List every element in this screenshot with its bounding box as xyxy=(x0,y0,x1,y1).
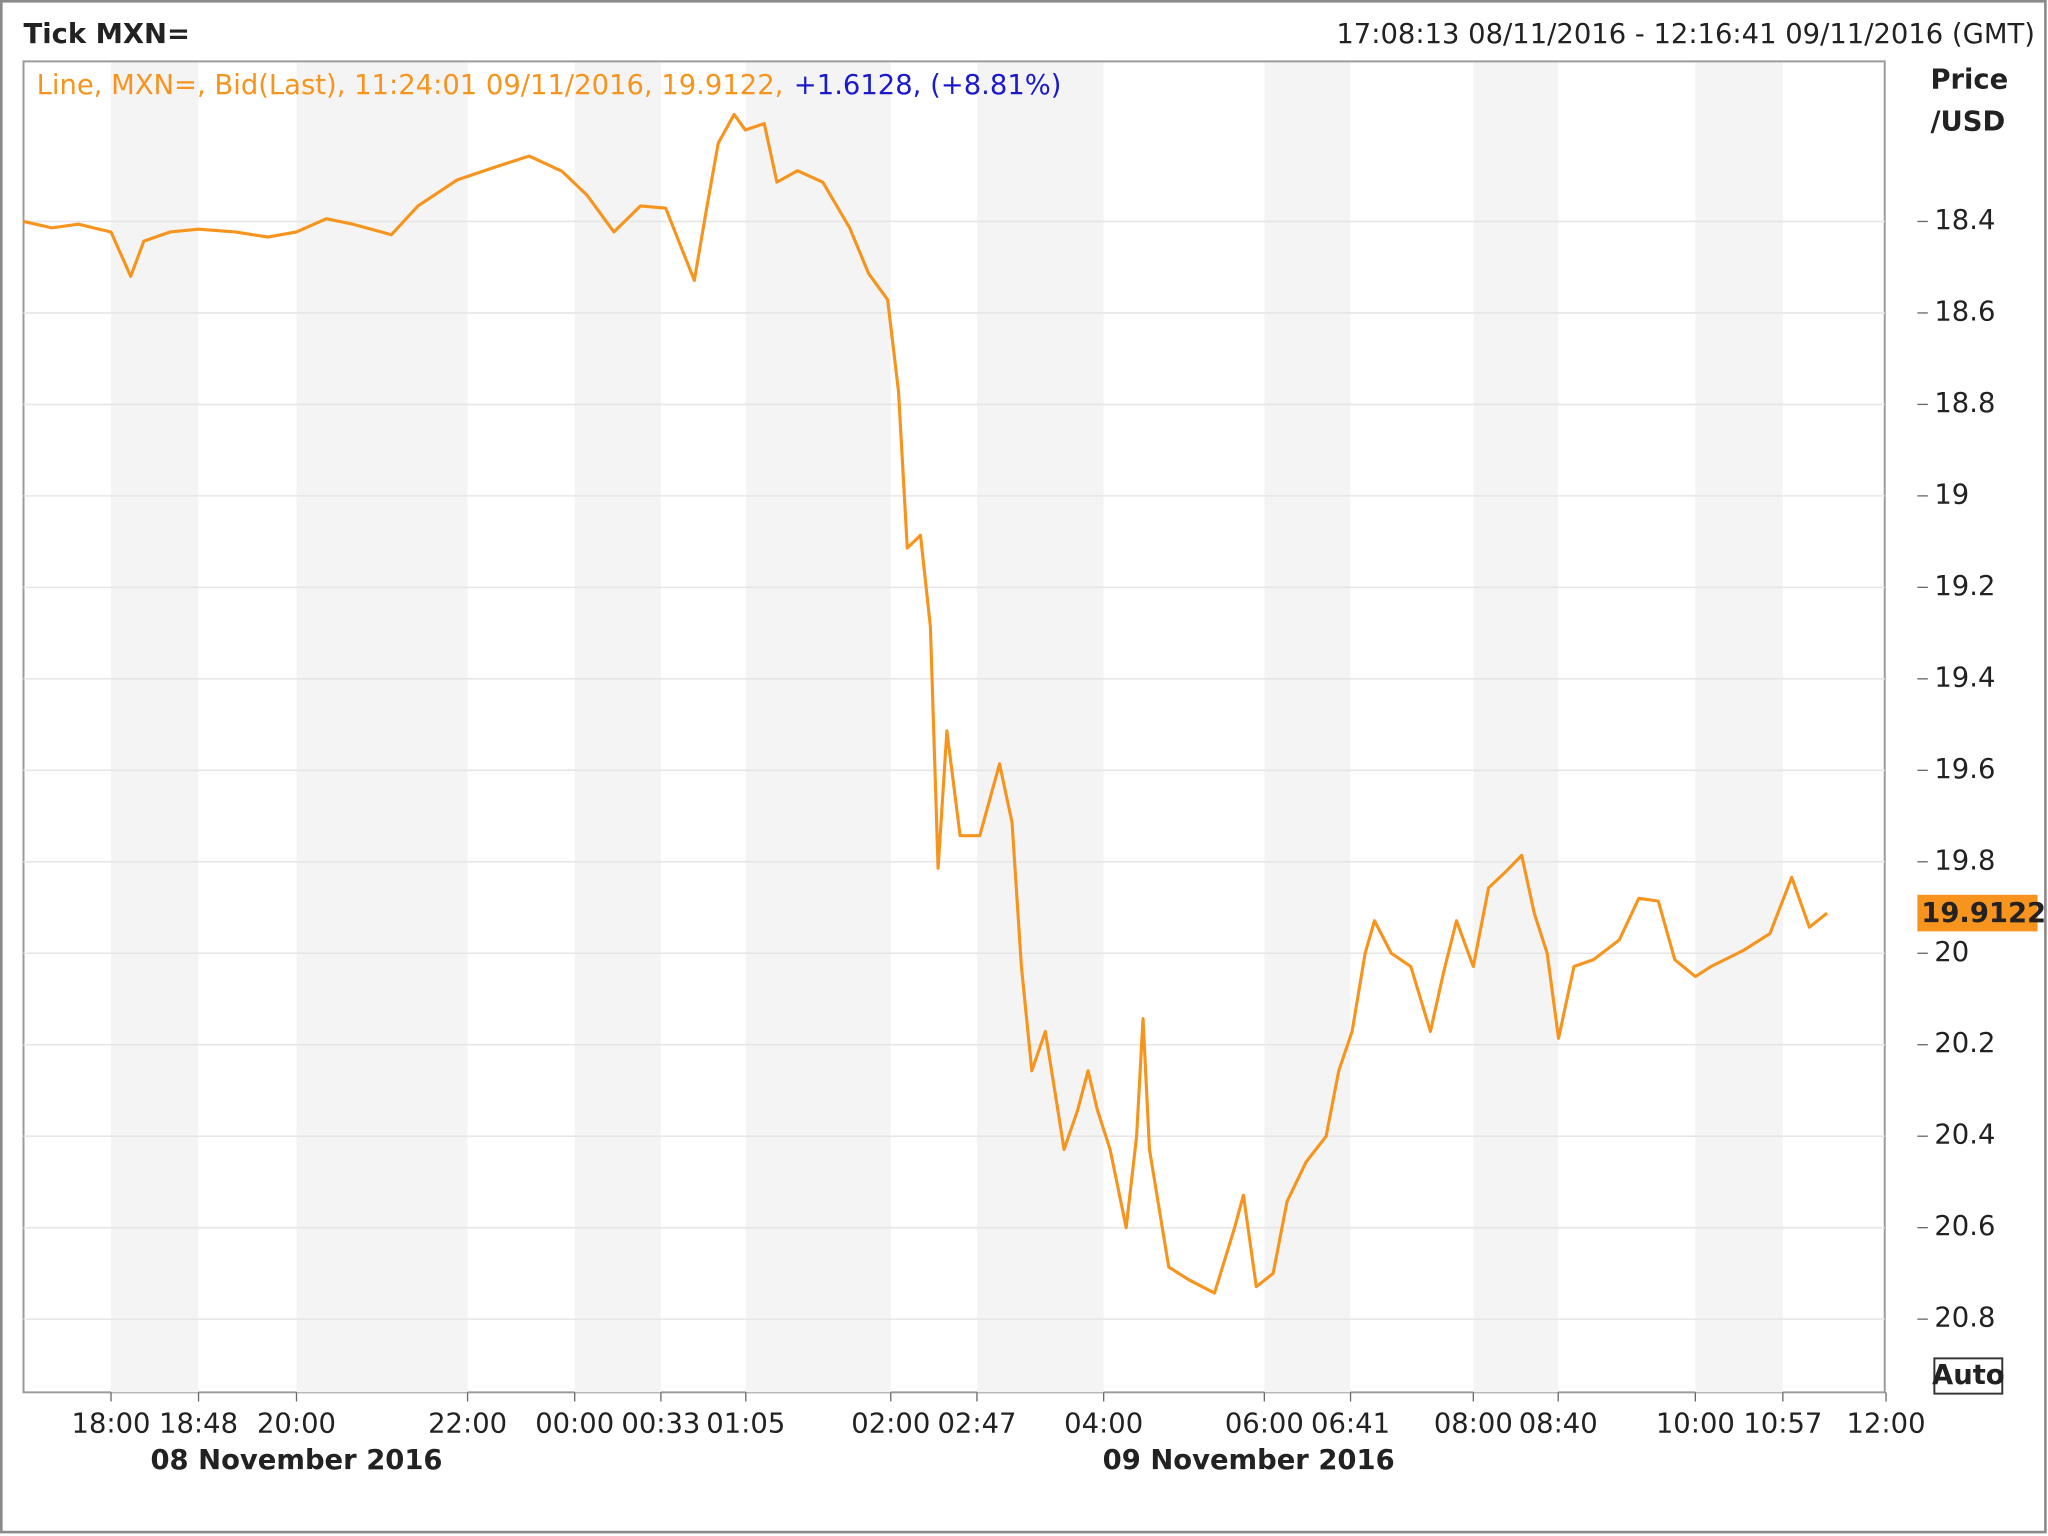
x-tick-label: 02:00 xyxy=(851,1408,930,1439)
y-tick-label: 19 xyxy=(1934,479,1969,510)
x-tick-label: 18:48 xyxy=(159,1408,238,1439)
time-band xyxy=(976,62,1104,1393)
legend: Line, MXN=, Bid(Last), 11:24:01 09/11/20… xyxy=(37,70,1062,101)
time-band xyxy=(574,62,661,1393)
auto-button-label[interactable]: Auto xyxy=(1932,1360,2005,1391)
y-tick-label: 19.4 xyxy=(1934,662,1995,693)
auto-button[interactable] xyxy=(1933,1357,2004,1395)
time-band xyxy=(1473,62,1559,1393)
date-label: 09 November 2016 xyxy=(1103,1445,1395,1476)
y-tick-label: 20 xyxy=(1934,937,1969,968)
x-tick-label: 12:00 xyxy=(1847,1408,1926,1439)
bands xyxy=(111,62,1783,1393)
y-tick-label: 19.6 xyxy=(1934,754,1995,785)
y-tick-label: 19.2 xyxy=(1934,571,1995,602)
grid xyxy=(23,220,1928,1402)
x-tick-label: 10:00 xyxy=(1656,1408,1735,1439)
x-tick-label: 01:05 xyxy=(706,1408,785,1439)
last-value-tag xyxy=(1917,894,2038,932)
x-tick-label: 08:40 xyxy=(1519,1408,1598,1439)
time-band xyxy=(111,62,199,1393)
x-tick-label: 20:00 xyxy=(257,1408,336,1439)
y-tick-label: 20.6 xyxy=(1934,1211,1995,1242)
marks xyxy=(23,112,1829,1295)
x-tick-label: 08:00 xyxy=(1434,1408,1513,1439)
x-tick-label: 02:47 xyxy=(937,1408,1016,1439)
x-tick-label: 18:00 xyxy=(72,1408,151,1439)
y-tick-label: 18.8 xyxy=(1934,388,1995,419)
y-tick-label: 18.6 xyxy=(1934,296,1995,327)
time-band xyxy=(1264,62,1351,1393)
x-tick-label: 10:57 xyxy=(1743,1408,1822,1439)
y-tick-label: 18.4 xyxy=(1934,205,1995,236)
y-tick-label: 20.2 xyxy=(1934,1028,1995,1059)
x-tick-label: 22:00 xyxy=(428,1408,507,1439)
y-tick-label: 20.4 xyxy=(1934,1120,1995,1151)
x-tick-label: 06:00 xyxy=(1225,1408,1304,1439)
y-tick-label: 19.8 xyxy=(1934,845,1995,876)
x-tick-label: 00:00 xyxy=(535,1408,614,1439)
time-band xyxy=(1695,62,1783,1393)
range-text: 17:08:13 08/11/2016 - 12:16:41 09/11/201… xyxy=(1336,19,2035,50)
y-tick-label: 20.8 xyxy=(1934,1303,1995,1334)
x-tick-label: 00:33 xyxy=(621,1408,700,1439)
chart-title: Tick MXN= xyxy=(24,19,190,50)
y-axis-label: Price xyxy=(1930,64,2008,95)
y-axis-label: /USD xyxy=(1930,106,2005,137)
x-tick-label: 06:41 xyxy=(1311,1408,1390,1439)
time-band xyxy=(745,62,891,1393)
price-line xyxy=(23,112,1829,1295)
date-label: 08 November 2016 xyxy=(150,1445,442,1476)
change-text: +1.6128, (+8.81%) xyxy=(794,70,1062,101)
last-value-label: 19.9122 xyxy=(1921,898,2046,929)
time-band xyxy=(296,62,468,1393)
legend-text: Line, MXN=, Bid(Last), 11:24:01 09/11/20… xyxy=(37,70,784,101)
x-tick-label: 04:00 xyxy=(1064,1408,1143,1439)
